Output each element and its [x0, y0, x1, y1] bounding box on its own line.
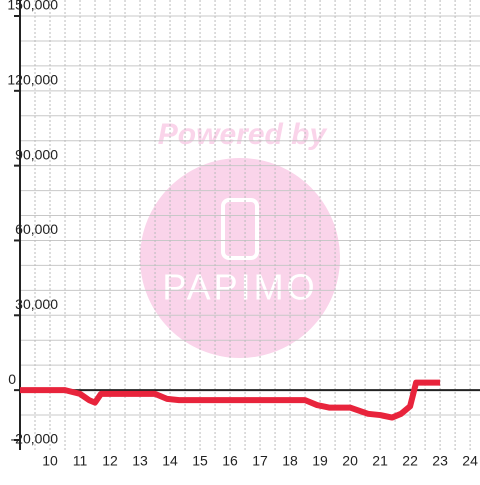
x-tick-label: 21 [372, 453, 388, 469]
x-tick-label: 17 [252, 453, 268, 469]
x-tick-label: 13 [132, 453, 148, 469]
y-tick-label: 90,000 [15, 146, 58, 162]
x-tick-label: 14 [162, 453, 178, 469]
y-tick-label: -20,000 [11, 431, 59, 447]
x-tick-label: 19 [312, 453, 328, 469]
x-tick-label: 24 [462, 453, 478, 469]
x-tick-label: 15 [192, 453, 208, 469]
x-tick-label: 11 [73, 453, 88, 469]
x-tick-label: 10 [42, 453, 58, 469]
x-tick-label: 20 [342, 453, 358, 469]
x-tick-label: 18 [282, 453, 298, 469]
y-tick-label: 150,000 [7, 0, 58, 13]
data-line [20, 379, 441, 421]
x-tick-label: 22 [402, 453, 418, 469]
y-tick-label: 30,000 [15, 296, 58, 312]
watermark-phone [221, 198, 259, 260]
x-tick-label: 16 [222, 453, 238, 469]
y-tick-label: 0 [8, 371, 16, 387]
watermark-text: Powered by [158, 118, 328, 151]
watermark-logo: PAPIMO [162, 267, 317, 308]
y-tick-label: 60,000 [15, 221, 58, 237]
x-tick-label: 23 [432, 453, 448, 469]
y-tick-label: 120,000 [7, 72, 58, 88]
x-tick-label: 12 [102, 453, 118, 469]
